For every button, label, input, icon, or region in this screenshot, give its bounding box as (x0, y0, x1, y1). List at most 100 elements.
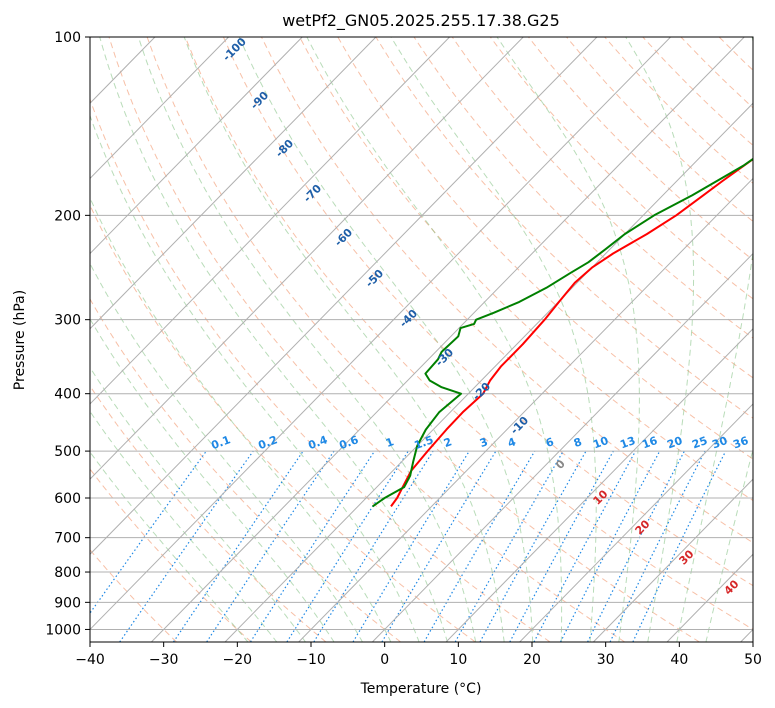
y-tick-label: 800 (54, 565, 81, 581)
y-tick-label: 700 (54, 531, 81, 547)
isotherm-line (90, 37, 229, 180)
x-axis-label: Temperature (°C) (360, 681, 482, 697)
moist-adiabat (90, 317, 335, 642)
x-tick-label: −40 (75, 652, 105, 668)
mixing-ratio-label: 4 (506, 435, 518, 450)
dry-adiabat (222, 37, 753, 587)
isotherm-line (90, 37, 450, 405)
mixing-ratio-lines (90, 450, 727, 642)
mixing-ratio-label: 3 (478, 435, 490, 450)
isotherm-line (519, 403, 753, 642)
isotherm-line (224, 102, 753, 642)
mixing-ratio-line (206, 450, 335, 642)
mixing-ratio-label: 0.1 (209, 433, 232, 452)
dry-adiabats (90, 37, 753, 642)
temperature-profile-line (390, 157, 753, 507)
dry-adiabat (184, 37, 753, 630)
isotherm-line (90, 37, 377, 330)
isotherm-line (372, 252, 753, 642)
y-tick-label: 400 (54, 387, 81, 403)
mixing-ratio-line (587, 450, 685, 642)
y-tick-label: 500 (54, 444, 81, 460)
moist-adiabat (90, 451, 249, 642)
x-tick-label: −20 (223, 652, 253, 668)
moist-adiabat (183, 37, 505, 642)
mixing-ratio-label: 0.6 (337, 433, 360, 452)
dry-adiabat (90, 204, 476, 642)
dry-adiabat (337, 37, 753, 460)
mixing-ratio-label: 8 (572, 435, 584, 450)
dry-adiabat (413, 37, 753, 379)
dry-adiabat (90, 468, 252, 642)
moist-adiabat (90, 262, 364, 642)
y-tick-label: 1000 (45, 622, 81, 638)
mixing-ratio-label: 1.5 (412, 433, 435, 452)
mixing-ratio-line (172, 450, 304, 642)
isotherm-line (90, 37, 598, 555)
mixing-ratio-line (533, 450, 637, 642)
y-tick-label: 300 (54, 313, 81, 329)
isotherm-line (445, 328, 753, 642)
moist-adiabat (99, 37, 448, 642)
x-tick-label: 20 (523, 652, 541, 668)
mixing-ratio-line (249, 450, 376, 642)
x-tick-label: 40 (670, 652, 688, 668)
mixing-ratio-label: 2 (442, 435, 454, 450)
profile-series (372, 157, 753, 508)
moist-adiabat (306, 37, 563, 642)
x-tick-label: 30 (597, 652, 615, 668)
mixing-ratio-label: 20 (665, 434, 684, 452)
moist-adiabat (705, 447, 753, 642)
dry-adiabat (90, 97, 551, 642)
isotherm-line (298, 177, 753, 642)
x-tick-label: −10 (296, 652, 326, 668)
mixing-ratio-line (454, 450, 564, 642)
x-tick-label: 0 (380, 652, 389, 668)
x-tick-label: −30 (149, 652, 179, 668)
dry-adiabat (375, 37, 753, 419)
moist-adiabat (90, 196, 392, 642)
mixing-ratio-line (119, 450, 254, 642)
mixing-ratio-line (352, 450, 470, 642)
mixing-ratio-label: 0.4 (306, 433, 329, 452)
y-axis: 100 200 300 400 500 600 700 800 900 1000 (45, 30, 90, 638)
dry-adiabat (90, 385, 327, 642)
mixing-ratio-line (90, 450, 207, 615)
mixing-ratio-label: 0.2 (256, 433, 279, 452)
mixing-ratio-label: 10 (591, 434, 610, 452)
isotherm-line (90, 37, 524, 480)
mixing-ratio-line (509, 450, 614, 642)
dry-adiabat (261, 37, 753, 544)
mixing-ratio-label: 16 (640, 434, 659, 452)
plot-frame (89, 36, 754, 643)
dewpoint-profile-line (372, 157, 753, 508)
moist-adiabat (137, 37, 477, 642)
x-axis: −40 −30 −20 −10 0 10 20 30 40 50 (75, 642, 762, 668)
mixing-ratio-label: 1 (384, 435, 396, 450)
isotherm-line (90, 37, 303, 255)
mixing-ratio-label: 13 (618, 434, 637, 451)
y-tick-label: 100 (54, 30, 81, 46)
plot-area: -100-90-80-70-60-50-40-30-20-100.1 0.2 0.4… (90, 37, 753, 642)
y-tick-label: 200 (54, 208, 81, 224)
moist-adiabat (90, 366, 307, 642)
y-tick-label: 900 (54, 595, 81, 611)
dry-adiabat (299, 37, 753, 502)
isotherm-line (90, 37, 671, 631)
mixing-ratio-label: 30 (710, 434, 729, 452)
skewed-isotherms (90, 37, 753, 642)
dry-adiabat (108, 37, 625, 642)
mixing-ratio-label: 36 (731, 434, 750, 452)
moist-adiabats (90, 37, 753, 642)
mixing-ratio-label: 6 (544, 435, 556, 450)
y-axis-label: Pressure (hPa) (12, 290, 28, 390)
y-tick-label: 600 (54, 491, 81, 507)
moist-adiabat (90, 114, 420, 642)
moist-adiabat (238, 37, 534, 642)
moist-adiabat (90, 410, 278, 642)
x-tick-label: 50 (744, 652, 762, 668)
isotherm-line (151, 37, 745, 642)
mixing-ratio-line (609, 450, 706, 642)
